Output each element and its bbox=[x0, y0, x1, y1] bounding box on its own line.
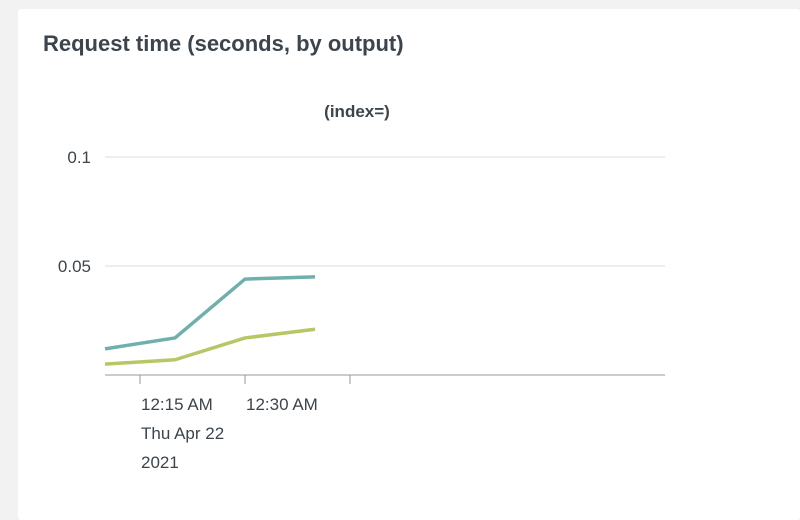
series-line-2 bbox=[104, 327, 316, 366]
grid-lines bbox=[105, 156, 665, 267]
x-axis: 12:15 AM Thu Apr 22 2021 12:30 AM bbox=[105, 374, 665, 472]
chart-panel: Request time (seconds, by output) bbox=[18, 9, 800, 520]
chart-title: (index=) bbox=[324, 102, 390, 121]
y-tick-label: 0.1 bbox=[67, 148, 91, 167]
y-tick-label: 0.05 bbox=[58, 257, 91, 276]
panel-title: Request time (seconds, by output) bbox=[43, 31, 404, 56]
x-tick-label: 12:15 AM bbox=[141, 395, 213, 414]
x-tick-label: Thu Apr 22 bbox=[141, 424, 224, 443]
y-axis: 0.1 0.05 bbox=[58, 148, 91, 276]
x-tick-label: 12:30 AM bbox=[246, 395, 318, 414]
plot-series bbox=[104, 275, 316, 366]
x-tick-label: 2021 bbox=[141, 453, 179, 472]
series-line-1 bbox=[104, 275, 316, 351]
